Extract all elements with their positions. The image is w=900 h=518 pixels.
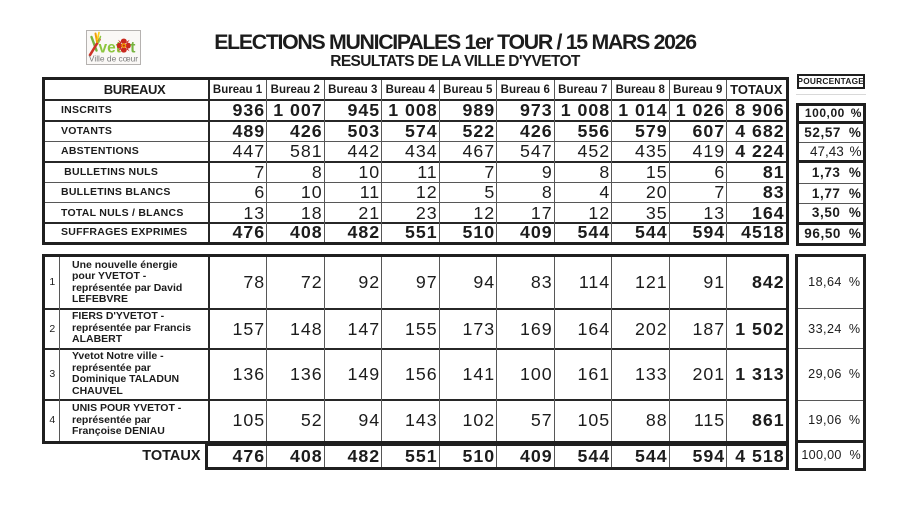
- svg-text:Ville de cœur: Ville de cœur: [89, 54, 138, 64]
- svg-text:vet: vet: [99, 40, 121, 57]
- svg-text:t: t: [130, 40, 135, 57]
